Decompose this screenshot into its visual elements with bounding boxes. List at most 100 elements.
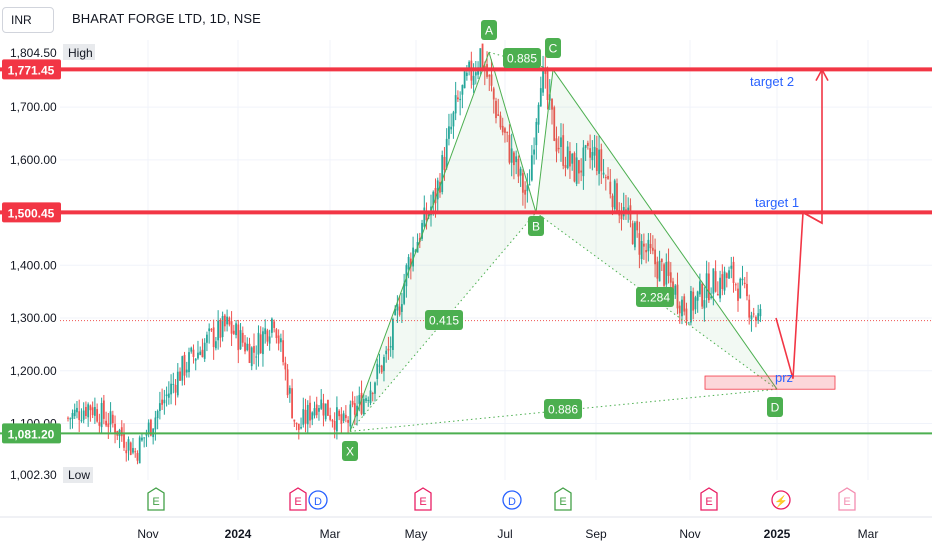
prz-label: prz [775,370,793,385]
candle-body [125,450,128,454]
candle-body [358,395,361,404]
projection-arrow[interactable] [775,67,829,379]
ratio-label-bd: 2.284 [640,291,670,305]
candle-body [546,70,549,100]
candle-body [367,399,370,401]
candle-body [719,277,721,299]
candle-body [383,357,385,372]
event-marker-bg[interactable] [414,487,432,511]
event-marker-earn: E [294,496,301,508]
candle-body [313,408,316,416]
event-marker-bg[interactable] [554,487,572,511]
event-marker-split: ⚡ [774,495,788,508]
candle-body [748,299,751,318]
candle-body [262,331,264,355]
event-marker-bg[interactable] [147,487,165,511]
event-marker-bg[interactable] [308,490,328,510]
candle-body [255,356,258,358]
candle-body [690,290,692,323]
candle-body [342,413,345,421]
candle-body [360,392,363,414]
candle-body [595,147,598,172]
candle-body [223,315,226,327]
candle-body [519,168,522,176]
candle-body [734,284,737,286]
event-marker-bg[interactable] [771,490,791,510]
candle-body [660,258,663,263]
candle-body [535,121,538,146]
candle-body [504,128,506,133]
candle-body [237,324,240,351]
candle-body [380,365,383,373]
event-marker-bg[interactable] [700,487,718,511]
candle-body [566,146,569,169]
candle-body [219,320,222,338]
candle-body [315,404,318,416]
candle-body [201,349,204,358]
horizontal-levels[interactable] [0,67,932,435]
candle-body [105,420,107,426]
harmonic-pattern[interactable] [349,51,836,432]
candle-body [71,412,74,420]
candle-body [465,72,468,76]
candle-body [508,134,511,163]
candle-body [723,271,726,291]
candle-body [353,403,356,415]
pattern-ratio-line-ac [488,51,554,71]
projection-path[interactable] [775,69,823,379]
candle-body [602,172,605,175]
candle-body [327,399,329,416]
candle-body [591,152,594,161]
candle-body [333,420,336,430]
event-marker-earn: E [705,496,712,508]
candle-body [369,390,372,403]
event-marker-green: E [559,496,566,508]
target1-price-tag-bg [2,202,61,223]
event-marker-bg[interactable] [838,487,856,511]
candle-body [188,352,190,373]
candle-body [291,388,293,419]
candle-body [564,165,567,168]
candle-body [226,316,228,325]
candle-body [167,393,170,398]
currency-selector[interactable]: INR [2,7,54,33]
time-tick: May [405,527,428,541]
candle-body [495,100,497,119]
candle-body [647,239,650,252]
candle-body [183,354,186,376]
candle-body [392,318,394,350]
candle-body [295,422,298,425]
candle-body [309,402,311,421]
candle-body [185,369,188,373]
candle-body [454,95,457,114]
candle-body [468,61,471,71]
prz-zone[interactable] [704,375,836,390]
candle-body [434,187,437,204]
candle-body [510,148,513,163]
candle-body [611,195,614,208]
event-marker-bg[interactable] [289,487,307,511]
candle-body [701,283,704,307]
candle-body [150,419,152,436]
candle-body [179,371,181,381]
candle-body [674,285,677,295]
event-markers[interactable]: E E D E D E E ⚡ E [147,487,856,511]
candle-body [665,262,668,285]
candle-body [412,247,414,267]
candle-body [403,283,406,304]
candle-body [109,411,112,425]
candle-body [286,369,289,396]
candle-body [210,329,213,331]
candle-body [174,384,177,393]
candle-body [111,414,114,424]
candle-body [721,274,724,289]
candle-body [145,433,148,436]
candle-body [246,343,249,351]
candle-body [483,65,486,69]
event-marker-bg[interactable] [502,490,522,510]
event-marker-earn: E [419,496,426,508]
candle-body [414,250,417,252]
low-label-bg [63,467,93,483]
candle-body [197,352,199,359]
